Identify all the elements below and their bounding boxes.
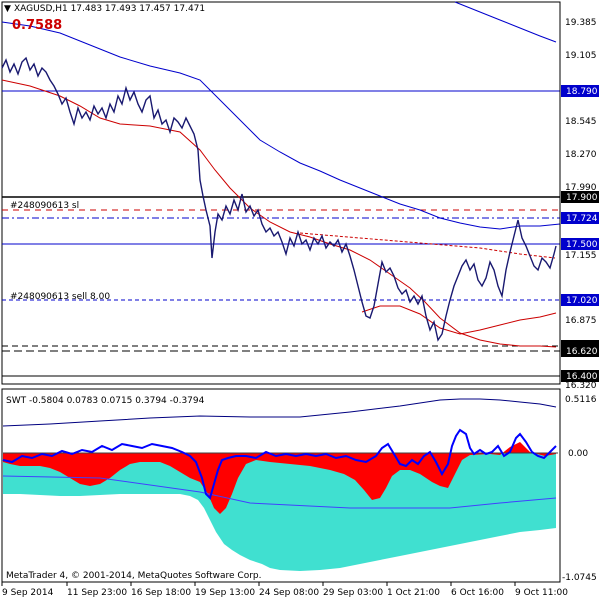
price-line: [1, 56, 557, 342]
price-tick: 19.105: [565, 51, 597, 61]
price-badge: [561, 294, 599, 306]
time-label: 1 Oct 21:00: [387, 588, 440, 598]
price-badge-label: 17.724: [566, 214, 598, 224]
price-pane[interactable]: [1, 1, 561, 385]
horizontal-levels: [2, 90, 560, 377]
time-label: 24 Sep 08:00: [259, 588, 319, 598]
price-badge: [561, 191, 599, 203]
indicator-scale[interactable]: 0.5116 0.00 -1.0745: [559, 389, 597, 583]
price-badge-label: 17.020: [566, 296, 598, 306]
sl-order-label: #248090613 sl: [10, 201, 79, 211]
price-badge: [561, 212, 599, 224]
copyright-label: MetaTrader 4, © 2001-2014, MetaQuotes So…: [6, 571, 262, 581]
price-tick: 17.155: [565, 251, 597, 261]
price-badge: [561, 238, 599, 250]
time-label: 29 Sep 03:00: [323, 588, 383, 598]
time-label: 9 Sep 2014: [2, 588, 54, 598]
price-tick: 16.875: [565, 316, 597, 326]
swt-oscillator-line: [2, 428, 557, 500]
dropdown-arrow-icon[interactable]: ▼: [4, 4, 11, 14]
time-label: 6 Oct 16:00: [451, 588, 504, 598]
price-tick: 19.385: [565, 18, 597, 28]
swt-cyan-area: [3, 453, 556, 571]
ma-top-blue: [454, 1, 557, 43]
swt-signal-line: [2, 475, 557, 509]
time-label: 11 Sep 23:00: [67, 588, 127, 598]
price-badge-label: 16.400: [566, 372, 598, 382]
price-tick: 16.320: [565, 381, 597, 391]
price-badge: [561, 345, 599, 357]
time-axis[interactable]: 9 Sep 2014 11 Sep 23:00 16 Sep 18:00 19 …: [1, 581, 568, 598]
indicator-tick: -1.0745: [562, 573, 597, 583]
price-tick: 18.270: [565, 150, 597, 160]
time-label: 16 Sep 18:00: [131, 588, 191, 598]
ma-mid-red: [361, 305, 557, 335]
order-trendline: [299, 232, 556, 259]
indicator-tick: 0.00: [568, 449, 588, 459]
indicator-tick: 0.5116: [565, 395, 597, 405]
time-label: 19 Sep 13:00: [195, 588, 255, 598]
symbol-header: XAGUSD,H1 17.483 17.493 17.457 17.471: [14, 4, 205, 14]
ma-fast-red: [1, 79, 557, 348]
swt-upper-envelope: [2, 398, 557, 427]
price-badge-label: 17.900: [566, 193, 598, 203]
profit-value-label: 0.7588: [12, 18, 62, 33]
ma-slow-blue: [1, 21, 561, 230]
price-badge: [561, 370, 599, 382]
indicator-title: SWT -0.5804 0.0783 0.0715 0.3794 -0.3794: [6, 396, 205, 406]
price-badge-label: 16.620: [566, 347, 598, 357]
price-badge-label: 18.790: [566, 87, 598, 97]
price-badge-label: 17.500: [566, 240, 598, 250]
time-label: 9 Oct 11:00: [515, 588, 568, 598]
sell-order-label: #248090613 sell 8.00: [10, 292, 110, 302]
swt-red-area: [3, 442, 556, 514]
price-tick: 18.545: [565, 117, 597, 127]
price-badge: [561, 85, 599, 97]
price-scale[interactable]: 19.385 19.105 18.545 18.270 17.990 17.15…: [559, 2, 599, 391]
price-tick: 17.990: [565, 183, 597, 193]
